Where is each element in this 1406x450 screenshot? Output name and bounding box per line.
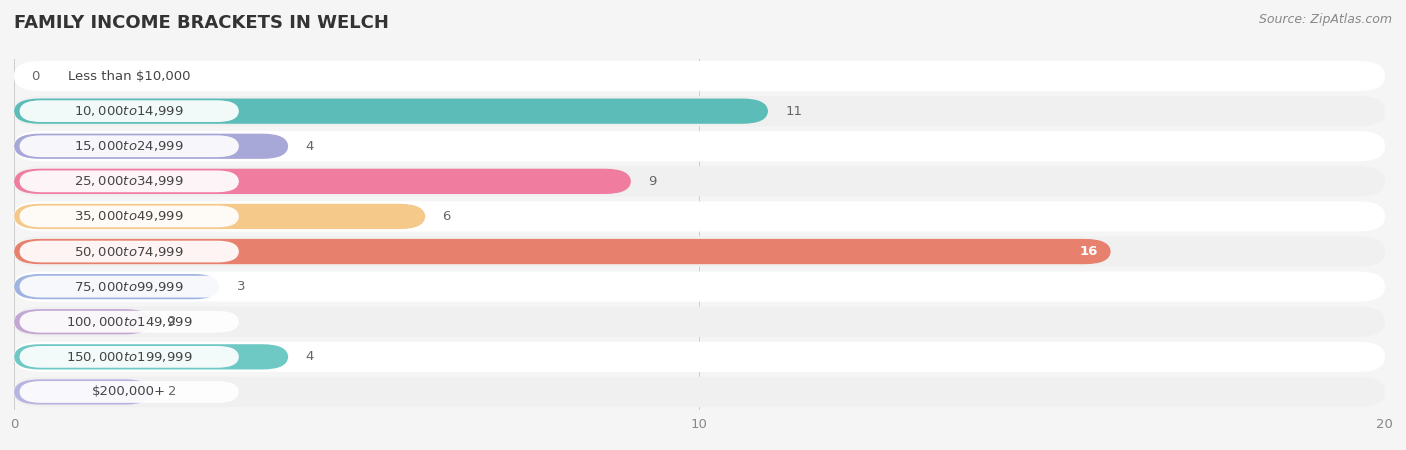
- FancyBboxPatch shape: [20, 311, 239, 333]
- FancyBboxPatch shape: [14, 166, 1385, 197]
- FancyBboxPatch shape: [14, 236, 1385, 267]
- FancyBboxPatch shape: [14, 61, 1385, 91]
- FancyBboxPatch shape: [14, 309, 152, 334]
- FancyBboxPatch shape: [14, 239, 1111, 264]
- Text: 6: 6: [443, 210, 451, 223]
- FancyBboxPatch shape: [20, 346, 239, 368]
- Text: 2: 2: [169, 315, 177, 328]
- FancyBboxPatch shape: [14, 379, 152, 405]
- Text: 16: 16: [1080, 245, 1098, 258]
- FancyBboxPatch shape: [14, 134, 288, 159]
- FancyBboxPatch shape: [20, 171, 239, 192]
- Text: $35,000 to $49,999: $35,000 to $49,999: [75, 209, 184, 224]
- Text: FAMILY INCOME BRACKETS IN WELCH: FAMILY INCOME BRACKETS IN WELCH: [14, 14, 389, 32]
- FancyBboxPatch shape: [14, 271, 1385, 302]
- Text: $50,000 to $74,999: $50,000 to $74,999: [75, 244, 184, 259]
- Text: $200,000+: $200,000+: [93, 386, 166, 398]
- Text: 9: 9: [648, 175, 657, 188]
- FancyBboxPatch shape: [20, 100, 239, 122]
- FancyBboxPatch shape: [14, 344, 288, 369]
- FancyBboxPatch shape: [14, 99, 768, 124]
- Text: 4: 4: [305, 351, 314, 363]
- FancyBboxPatch shape: [20, 241, 239, 262]
- FancyBboxPatch shape: [14, 306, 1385, 337]
- Text: $15,000 to $24,999: $15,000 to $24,999: [75, 139, 184, 153]
- FancyBboxPatch shape: [20, 381, 239, 403]
- Text: $100,000 to $149,999: $100,000 to $149,999: [66, 315, 193, 329]
- FancyBboxPatch shape: [14, 201, 1385, 232]
- FancyBboxPatch shape: [14, 96, 1385, 126]
- FancyBboxPatch shape: [20, 206, 239, 227]
- FancyBboxPatch shape: [14, 377, 1385, 407]
- Text: 0: 0: [31, 70, 39, 82]
- Text: Less than $10,000: Less than $10,000: [67, 70, 190, 82]
- Text: 11: 11: [785, 105, 803, 117]
- Text: $75,000 to $99,999: $75,000 to $99,999: [75, 279, 184, 294]
- Text: $10,000 to $14,999: $10,000 to $14,999: [75, 104, 184, 118]
- Text: $25,000 to $34,999: $25,000 to $34,999: [75, 174, 184, 189]
- Text: 3: 3: [236, 280, 245, 293]
- Text: 2: 2: [169, 386, 177, 398]
- Text: $150,000 to $199,999: $150,000 to $199,999: [66, 350, 193, 364]
- Text: 4: 4: [305, 140, 314, 153]
- FancyBboxPatch shape: [14, 204, 425, 229]
- FancyBboxPatch shape: [20, 65, 239, 87]
- FancyBboxPatch shape: [14, 169, 631, 194]
- FancyBboxPatch shape: [20, 135, 239, 157]
- FancyBboxPatch shape: [14, 274, 219, 299]
- FancyBboxPatch shape: [14, 131, 1385, 162]
- FancyBboxPatch shape: [20, 276, 239, 297]
- FancyBboxPatch shape: [14, 342, 1385, 372]
- Text: Source: ZipAtlas.com: Source: ZipAtlas.com: [1258, 14, 1392, 27]
